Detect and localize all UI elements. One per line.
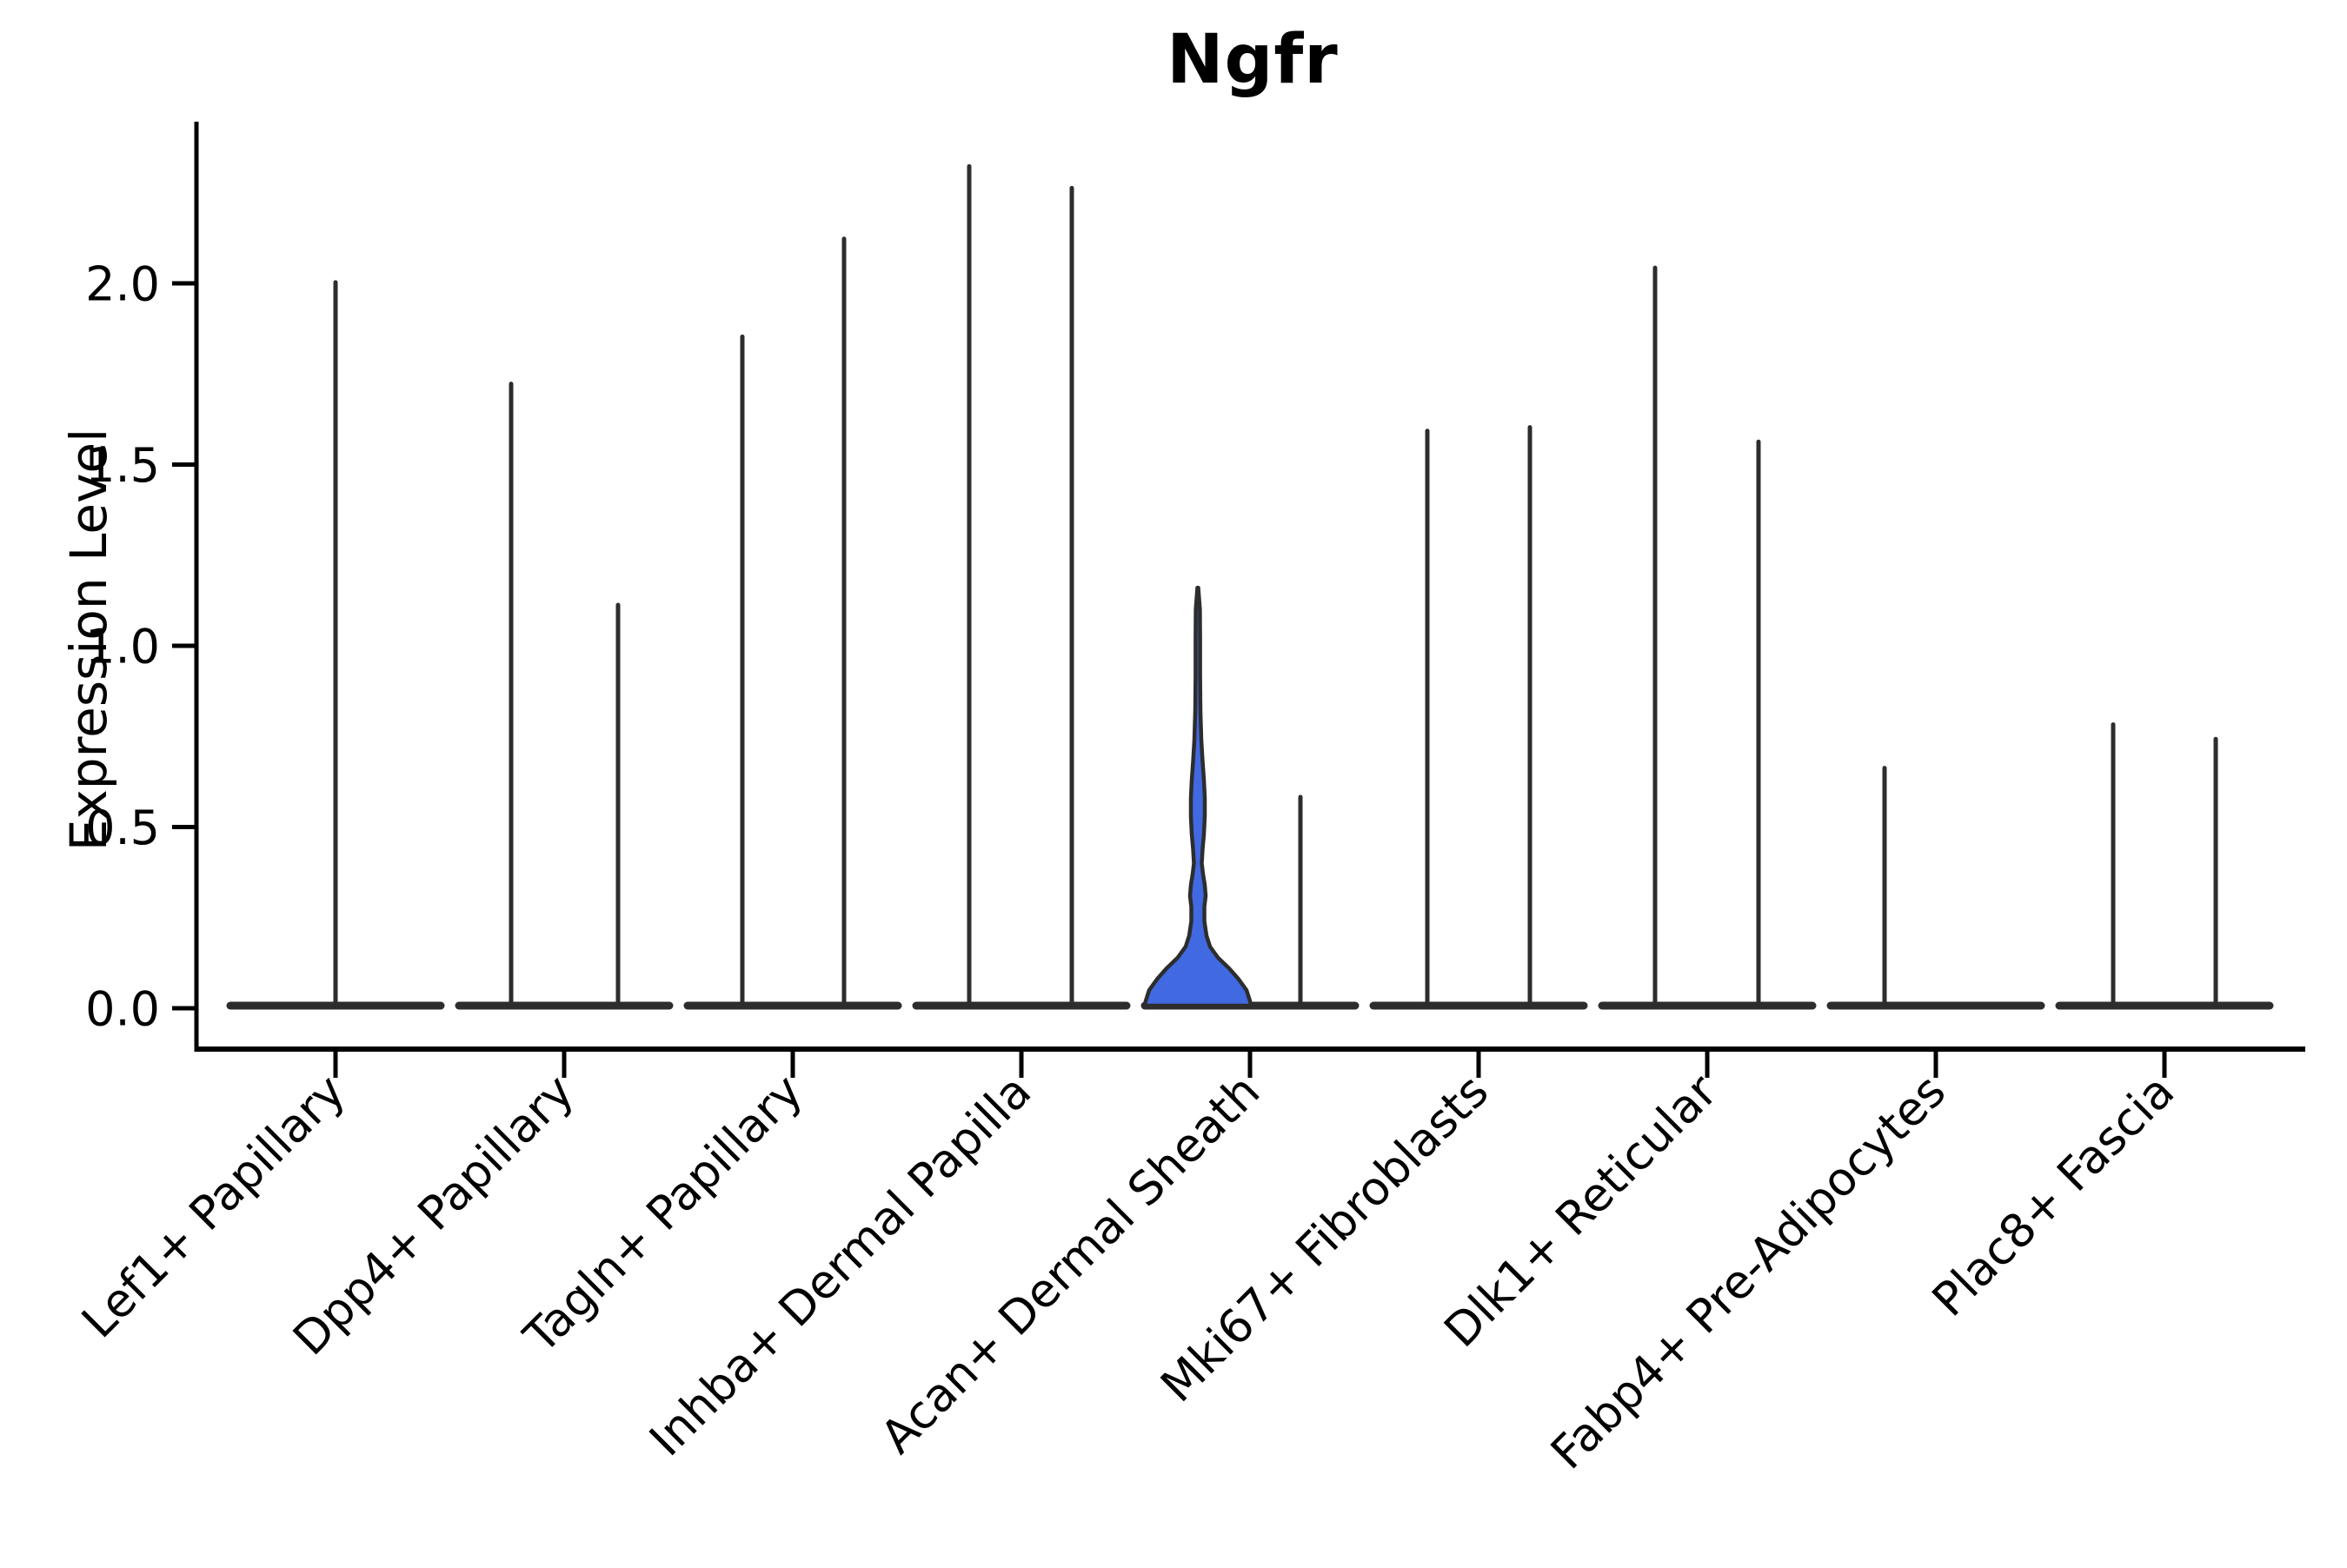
y-tick-label: 2.0 — [85, 256, 160, 311]
chart-title: Ngfr — [1167, 21, 1339, 99]
y-axis-title: Expression Level — [59, 428, 118, 852]
x-tick-label: Acan+ Dermal Sheath — [871, 1065, 1270, 1464]
y-tick-label: 1.0 — [85, 619, 160, 674]
y-tick-label: 0.5 — [85, 801, 160, 855]
x-tick-label: Inhba+ Dermal Papilla — [640, 1065, 1041, 1466]
violin-density — [1142, 586, 1253, 1008]
y-tick-label: 0.0 — [85, 981, 160, 1036]
y-tick-label: 1.5 — [85, 438, 160, 493]
x-tick-label: Plac8+ Fascia — [1923, 1065, 2184, 1326]
x-tick-label: Fabp4+ Pre-Adipocytes — [1541, 1065, 1956, 1479]
